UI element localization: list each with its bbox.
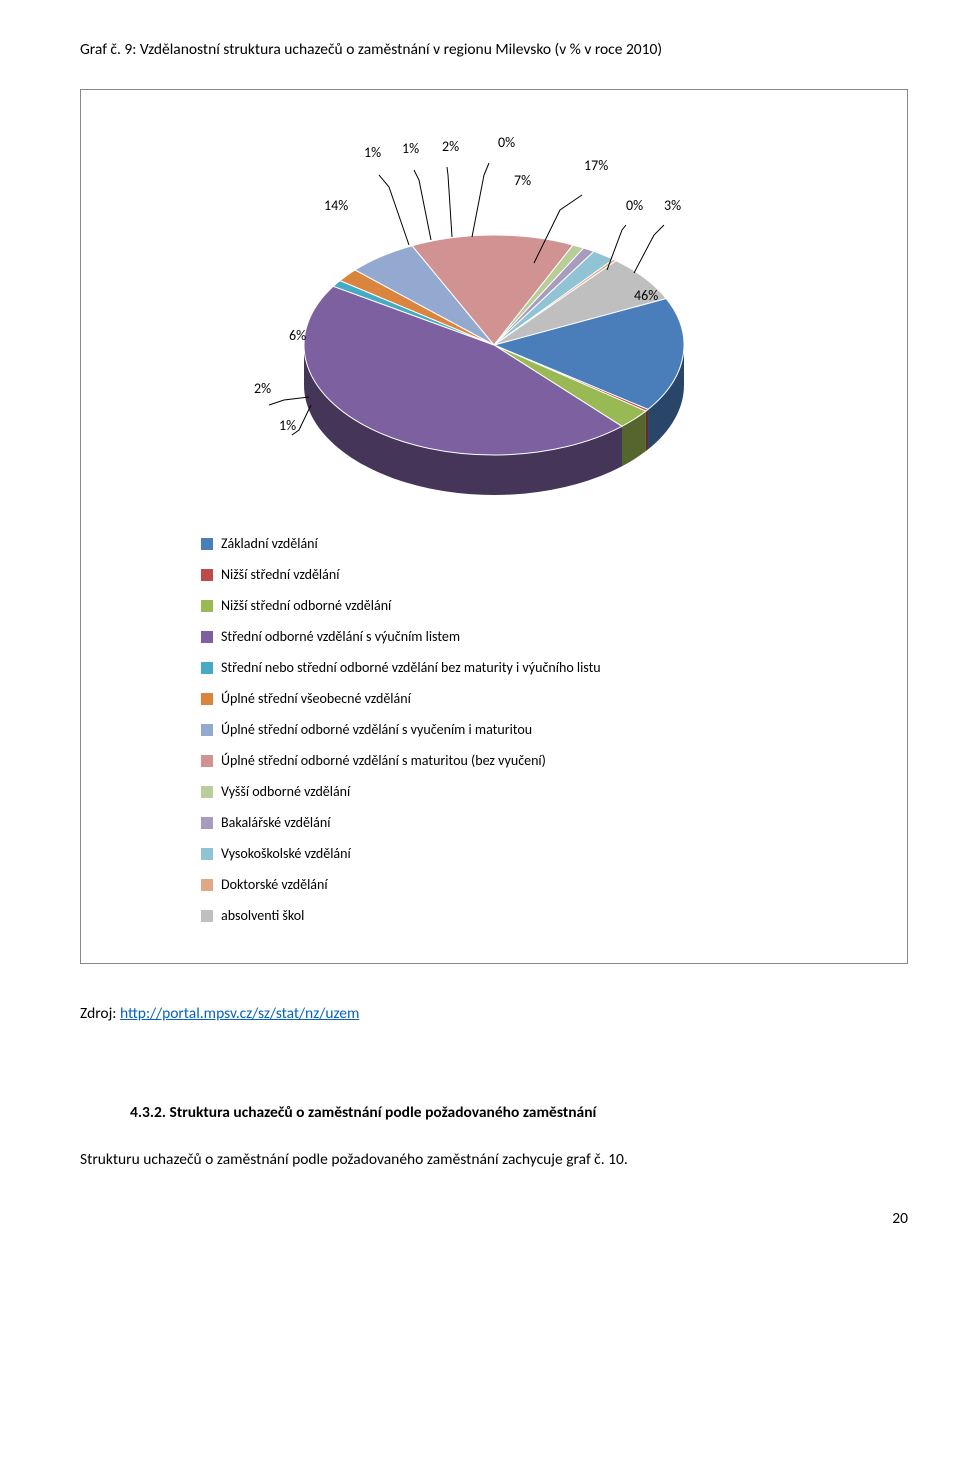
legend-item: absolventi škol — [201, 907, 877, 924]
source-link[interactable]: http://portal.mpsv.cz/sz/stat/nz/uzem — [120, 1004, 359, 1023]
legend-label: absolventi škol — [221, 907, 304, 924]
svg-text:1%: 1% — [364, 144, 381, 161]
chart-container: 17% 0% 3% 46% 1% 2% 6% 14% 1% 1% 2% 0% 7% Základní v… — [80, 89, 908, 964]
legend-label: Doktorské vzdělání — [221, 876, 328, 893]
legend-label: Vyšší odborné vzdělání — [221, 783, 350, 800]
pie-chart: 17% 0% 3% 46% 1% 2% 6% 14% 1% 1% 2% 0% 7% — [184, 115, 804, 515]
legend-item: Doktorské vzdělání — [201, 876, 877, 893]
legend-swatch — [201, 662, 213, 674]
legend-label: Nižší střední odborné vzdělání — [221, 597, 391, 614]
legend-label: Úplné střední všeobecné vzdělání — [221, 690, 411, 707]
svg-text:14%: 14% — [324, 197, 348, 214]
legend-item: Nižší střední vzdělání — [201, 566, 877, 583]
legend-item: Úplné střední všeobecné vzdělání — [201, 690, 877, 707]
legend-swatch — [201, 631, 213, 643]
body-paragraph: Strukturu uchazečů o zaměstnání podle po… — [80, 1150, 908, 1169]
svg-text:17%: 17% — [584, 157, 608, 174]
legend-swatch — [201, 848, 213, 860]
legend-item: Základní vzdělání — [201, 535, 877, 552]
svg-text:7%: 7% — [514, 172, 531, 189]
legend-swatch — [201, 786, 213, 798]
legend-label: Střední nebo střední odborné vzdělání be… — [221, 659, 601, 676]
page-number: 20 — [80, 1209, 908, 1228]
legend-item: Vyšší odborné vzdělání — [201, 783, 877, 800]
svg-text:1%: 1% — [402, 140, 419, 157]
legend-swatch — [201, 910, 213, 922]
svg-text:1%: 1% — [279, 417, 296, 434]
legend-swatch — [201, 569, 213, 581]
chart-legend: Základní vzdělání Nižší střední vzdělání N… — [201, 535, 877, 924]
legend-swatch — [201, 538, 213, 550]
legend-label: Střední odborné vzdělání s výučním liste… — [221, 628, 460, 645]
svg-text:0%: 0% — [626, 197, 643, 214]
legend-label: Základní vzdělání — [221, 535, 318, 552]
svg-text:0%: 0% — [498, 134, 515, 151]
legend-swatch — [201, 600, 213, 612]
svg-text:3%: 3% — [664, 197, 681, 214]
legend-swatch — [201, 724, 213, 736]
legend-item: Nižší střední odborné vzdělání — [201, 597, 877, 614]
legend-item: Vysokoškolské vzdělání — [201, 845, 877, 862]
svg-text:2%: 2% — [254, 380, 271, 397]
legend-swatch — [201, 693, 213, 705]
legend-label: Vysokoškolské vzdělání — [221, 845, 351, 862]
chart-title: Graf č. 9: Vzdělanostní struktura uchaze… — [80, 40, 908, 59]
section-heading: 4.3.2. Struktura uchazečů o zaměstnání p… — [130, 1103, 908, 1122]
legend-label: Úplné střední odborné vzdělání s vyučení… — [221, 721, 532, 738]
legend-item: Střední nebo střední odborné vzdělání be… — [201, 659, 877, 676]
legend-swatch — [201, 755, 213, 767]
legend-item: Střední odborné vzdělání s výučním liste… — [201, 628, 877, 645]
legend-swatch — [201, 817, 213, 829]
legend-item: Úplné střední odborné vzdělání s vyučení… — [201, 721, 877, 738]
source-prefix: Zdroj: — [80, 1004, 120, 1023]
svg-text:6%: 6% — [289, 327, 306, 344]
svg-text:2%: 2% — [442, 138, 459, 155]
legend-item: Bakalářské vzdělání — [201, 814, 877, 831]
legend-item: Úplné střední odborné vzdělání s maturit… — [201, 752, 877, 769]
legend-swatch — [201, 879, 213, 891]
legend-label: Bakalářské vzdělání — [221, 814, 330, 831]
legend-label: Úplné střední odborné vzdělání s maturit… — [221, 752, 546, 769]
legend-label: Nižší střední vzdělání — [221, 566, 339, 583]
svg-text:46%: 46% — [634, 287, 658, 304]
source-line: Zdroj: http://portal.mpsv.cz/sz/stat/nz/… — [80, 1004, 908, 1023]
